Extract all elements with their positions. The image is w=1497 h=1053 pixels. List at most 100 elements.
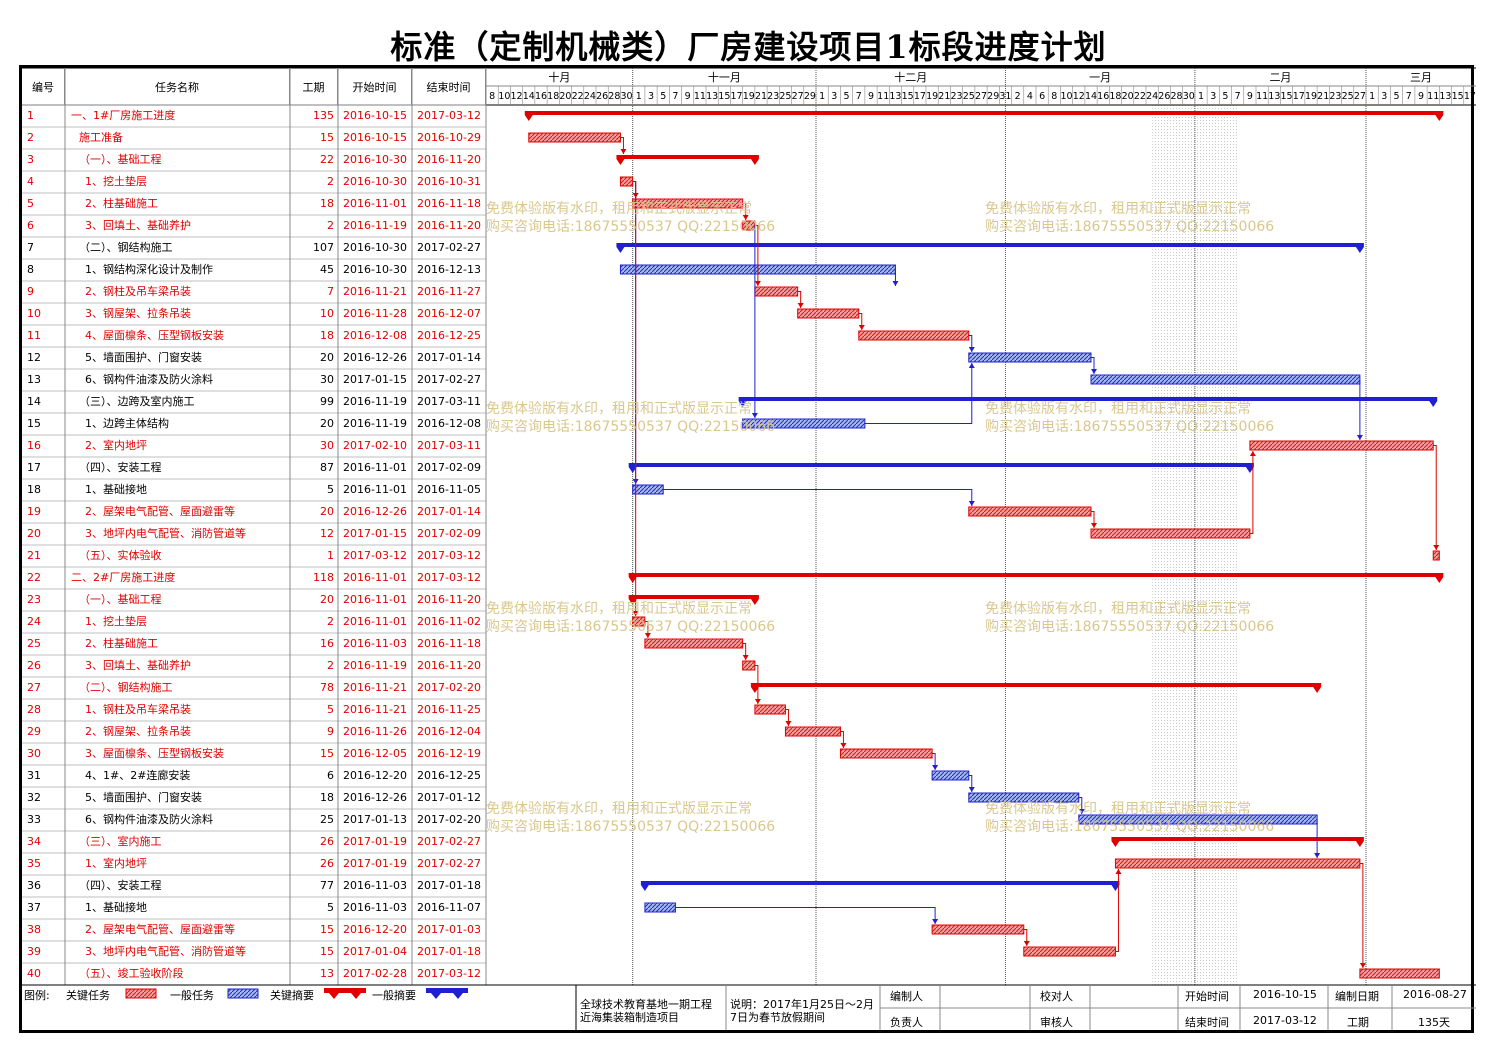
legend-normal-task-swatch: [227, 988, 259, 999]
task-id: 14: [27, 395, 41, 408]
task-id: 15: [27, 417, 41, 430]
task-id: 3: [27, 153, 34, 166]
day-tick-label: 12: [1073, 91, 1085, 102]
task-end: 2016-12-19: [417, 747, 481, 760]
task-end: 2016-11-20: [417, 219, 481, 232]
task-duration: 26: [320, 857, 334, 870]
dependency-arrow: [1314, 853, 1321, 858]
task-start: 2016-12-26: [343, 505, 407, 518]
task-id: 20: [27, 527, 41, 540]
day-tick-label: 1: [1198, 91, 1204, 102]
critical-task-bar: [754, 286, 799, 297]
task-start: 2016-11-01: [343, 461, 407, 474]
month-label: 三月: [1410, 71, 1432, 84]
day-tick-label: 19: [743, 91, 755, 102]
task-end: 2017-03-11: [417, 439, 481, 452]
task-end: 2017-03-12: [417, 571, 481, 584]
watermark: 免费体验版有水印，租用和正式版显示正常 购买咨询电话:18675550537 QQ…: [486, 200, 775, 236]
day-tick-label: 7: [1406, 91, 1412, 102]
dependency-link: [754, 665, 759, 704]
dependency-arrow: [1115, 869, 1122, 874]
task-end: 2016-11-20: [417, 153, 481, 166]
header-name[interactable]: 任务名称: [65, 68, 290, 105]
day-tick-label: 15: [902, 91, 914, 102]
task-name: （五）、竣工验收阶段: [79, 967, 184, 980]
task-start: 2016-11-01: [343, 483, 407, 496]
day-tick-label: 16: [535, 91, 547, 102]
task-duration: 6: [327, 769, 334, 782]
legend-critical-summary-swatch: [324, 988, 366, 999]
task-end: 2017-02-27: [417, 835, 481, 848]
watermark: 免费体验版有水印，租用和正式版显示正常 购买咨询电话:18675550537 QQ…: [486, 400, 775, 436]
task-start: 2016-12-26: [343, 791, 407, 804]
dependency-link: [858, 313, 863, 330]
day-tick-label: 9: [1247, 91, 1253, 102]
day-tick-label: 3: [648, 91, 654, 102]
task-start: 2016-10-30: [343, 175, 407, 188]
dependency-link: [968, 775, 973, 792]
task-end: 2016-11-02: [417, 615, 481, 628]
normal-task-bar: [968, 352, 1092, 363]
header-duration[interactable]: 工期: [290, 68, 338, 105]
day-tick-label: 27: [792, 91, 804, 102]
task-duration: 30: [320, 439, 334, 452]
task-start: 2017-02-28: [343, 967, 407, 980]
critical-summary-bar: [628, 573, 1444, 583]
task-end: 2017-03-12: [417, 967, 481, 980]
task-id: 19: [27, 505, 41, 518]
date-label: 编制日期: [1335, 990, 1379, 1003]
task-start: 2016-11-21: [343, 681, 407, 694]
normal-task-bar: [644, 902, 676, 913]
task-end: 2017-02-09: [417, 461, 481, 474]
day-tick-label: 13: [1439, 91, 1451, 102]
header-start[interactable]: 开始时间: [338, 68, 412, 105]
task-duration: 1: [327, 549, 334, 562]
month-label: 一月: [1089, 71, 1111, 84]
day-tick-label: 11: [1427, 91, 1439, 102]
task-start: 2017-03-12: [343, 549, 407, 562]
dependency-arrow: [644, 633, 651, 638]
header-end[interactable]: 结束时间: [412, 68, 486, 105]
task-end: 2016-12-08: [417, 417, 481, 430]
normal-task-bar: [632, 484, 664, 495]
task-name: 6、钢构件油漆及防火涂料: [85, 813, 213, 826]
task-duration: 22: [320, 153, 334, 166]
task-id: 34: [27, 835, 41, 848]
task-name: 3、屋面檩条、压型钢板安装: [85, 747, 224, 760]
task-end: 2016-12-25: [417, 769, 481, 782]
task-id: 18: [27, 483, 41, 496]
task-id: 36: [27, 879, 41, 892]
task-id: 6: [27, 219, 34, 232]
task-end: 2016-10-29: [417, 131, 481, 144]
day-tick-label: 13: [889, 91, 901, 102]
watermark-line1: 免费体验版有水印，租用和正式版显示正常: [486, 401, 752, 417]
dependency-link: [932, 753, 936, 770]
dependency-arrow: [968, 787, 975, 792]
dependency-arrow: [742, 215, 749, 220]
task-end: 2017-01-12: [417, 791, 481, 804]
day-tick-label: 11: [1256, 91, 1268, 102]
header-id[interactable]: 编号: [22, 68, 65, 105]
task-end: 2016-11-20: [417, 593, 481, 606]
critical-task-bar: [754, 704, 786, 715]
compiler-label: 编制人: [890, 990, 923, 1003]
day-tick-label: 10: [498, 91, 510, 102]
task-name: 3、地坪内电气配管、消防管道等: [85, 527, 246, 540]
day-tick-label: 19: [926, 91, 938, 102]
day-tick-label: 7: [672, 91, 678, 102]
task-start: 2017-01-19: [343, 835, 407, 848]
task-id: 10: [27, 307, 41, 320]
day-tick-label: 9: [868, 91, 874, 102]
task-name: 3、回填土、基础养护: [85, 659, 191, 672]
dependency-arrow: [1091, 523, 1097, 528]
critical-task-bar: [644, 638, 744, 649]
project-name-line1: 全球技术教育基地一期工程: [580, 998, 712, 1011]
day-tick-label: 16: [1097, 91, 1109, 102]
task-name: 4、屋面檩条、压型钢板安装: [85, 329, 224, 342]
day-tick-label: 7: [856, 91, 862, 102]
watermark-line2: 购买咨询电话:18675550537 QQ:22150066: [486, 619, 776, 635]
legend-normal-summary-swatch: [426, 988, 468, 999]
day-tick-label: 17: [1464, 91, 1476, 102]
legend-normal-task: 一般任务: [170, 989, 214, 1002]
task-name: 1、钢结构深化设计及制作: [85, 263, 213, 276]
